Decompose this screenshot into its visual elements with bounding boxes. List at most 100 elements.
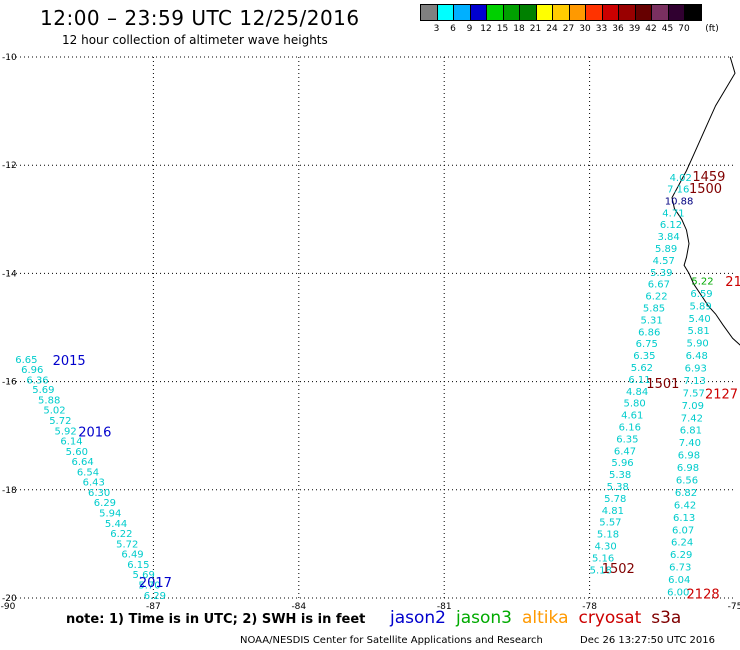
wave-height-value: 6.42: [674, 500, 696, 511]
wave-height-value: 5.57: [599, 518, 621, 529]
wave-height-value: 5.02: [43, 406, 65, 417]
wave-height-value: 5.31: [640, 315, 662, 326]
wave-height-value: 5.44: [105, 519, 127, 530]
wave-height-value: 3.84: [657, 232, 679, 243]
satellite-cryosat: cryosat: [578, 608, 642, 628]
track-time-label: 2126: [725, 275, 740, 290]
track-time-label: 2127: [705, 388, 738, 403]
track-time-label: 1501: [646, 377, 679, 392]
wave-height-value: 6.67: [648, 280, 670, 291]
wave-height-value: 7.42: [681, 413, 703, 424]
wave-height-value: 5.60: [66, 447, 88, 458]
satellite-s3a: s3a: [651, 608, 682, 628]
wave-height-value: 5.18: [597, 530, 619, 541]
wave-height-value: 5.90: [687, 339, 709, 350]
wave-height-value: 7.16: [667, 184, 689, 195]
wave-height-value: 5.18: [590, 565, 612, 576]
wave-height-value: 4.81: [602, 506, 624, 517]
wave-height-value: 5.70: [138, 580, 160, 591]
y-tick-label: -12: [2, 161, 17, 171]
wave-height-value: 6.00: [667, 588, 689, 599]
wave-height-value: 6.54: [77, 467, 99, 478]
legend-label: 70: [678, 24, 690, 34]
wave-height-value: 6.29: [94, 498, 116, 509]
wave-height-value: 5.89: [655, 244, 677, 255]
wave-height-value: 6.98: [677, 463, 699, 474]
wave-height-value: 6.75: [636, 339, 658, 350]
wave-height-value: 6.93: [685, 364, 707, 375]
track-time-label: 2015: [53, 354, 86, 369]
wave-height-value: 6.30: [88, 488, 110, 499]
satellite-jason2: jason2: [390, 608, 446, 628]
coastline: [671, 56, 740, 346]
y-tick-label: -14: [2, 269, 17, 279]
wave-height-value: 4.57: [653, 256, 675, 267]
wave-height-value: 4.30: [594, 542, 616, 553]
wave-height-value: 5.72: [49, 416, 71, 427]
x-tick-label: -87: [146, 602, 161, 612]
wave-height-value: 6.36: [26, 375, 48, 386]
wave-height-value: 6.11: [628, 375, 650, 386]
timestamp-text: Dec 26 13:27:50 UTC 2016: [580, 635, 715, 646]
wave-height-value: 6.12: [660, 220, 682, 231]
y-tick-label: -10: [2, 53, 17, 63]
wave-height-value: 5.16: [592, 553, 614, 564]
wave-height-value: 5.89: [689, 301, 711, 312]
wave-height-value: 6.59: [690, 289, 712, 300]
wave-height-value: 6.22: [110, 529, 132, 540]
y-tick-label: -18: [2, 486, 17, 496]
wave-height-value: 6.15: [127, 560, 149, 571]
wave-height-value: 5.92: [55, 426, 77, 437]
legend-label: 9: [466, 24, 473, 34]
wave-height-value: 6.49: [121, 550, 143, 561]
wave-height-value: 4.61: [621, 411, 643, 422]
track-time-label: 2128: [687, 588, 720, 603]
wave-height-value: 7.09: [682, 401, 704, 412]
wave-height-value: 5.62: [631, 363, 653, 374]
credit-text: NOAA/NESDIS Center for Satellite Applica…: [240, 635, 543, 646]
wave-height-value: 5.80: [624, 399, 646, 410]
wave-height-value: 5.94: [99, 509, 121, 520]
legend-label: 18: [513, 24, 525, 34]
wave-height-value: 5.39: [650, 268, 672, 279]
legend-label: 24: [546, 24, 558, 34]
wave-height-value: 6.35: [633, 351, 655, 362]
wave-height-value: 6.07: [672, 525, 694, 536]
track-time-label: 2017: [139, 576, 172, 591]
wave-height-value: 5.22: [691, 276, 713, 287]
wave-height-value: 5.85: [643, 303, 665, 314]
satellite-legend: jason2 jason3 altika cryosat s3a: [390, 608, 691, 628]
y-tick-label: -16: [2, 378, 17, 388]
y-tick-label: -20: [2, 594, 17, 604]
legend-label: 42: [645, 24, 657, 34]
wave-height-value: 6.35: [616, 434, 638, 445]
page-title: 12:00 – 23:59 UTC 12/25/2016: [40, 6, 360, 30]
x-tick-label: -90: [1, 602, 16, 612]
legend-label: 21: [529, 24, 542, 34]
wave-height-value: 4.02: [670, 173, 692, 184]
wave-height-value: 6.43: [83, 478, 105, 489]
wave-height-value: 5.69: [32, 385, 54, 396]
x-tick-label: -84: [291, 602, 306, 612]
wave-height-value: 5.88: [38, 395, 60, 406]
wave-height-value: 6.48: [686, 351, 708, 362]
wave-height-value: 6.13: [673, 513, 695, 524]
wave-height-value: 5.38: [607, 482, 629, 493]
wave-height-value: 6.29: [144, 591, 166, 602]
wave-height-value: 6.96: [21, 365, 43, 376]
legend-label: 36: [612, 24, 624, 34]
wave-height-value: 7.13: [684, 376, 706, 387]
wave-height-value: 4.71: [662, 208, 684, 219]
x-tick-label: -75: [728, 602, 740, 612]
wave-height-value: 6.82: [675, 488, 697, 499]
wave-height-value: 6.65: [15, 355, 37, 366]
units-note: note: 1) Time is in UTC; 2) SWH is in fe…: [66, 612, 366, 627]
track-time-label: 2016: [78, 425, 111, 440]
page-subtitle: 12 hour collection of altimeter wave hei…: [62, 33, 328, 47]
wave-height-value: 5.81: [688, 326, 710, 337]
legend-label: 45: [661, 24, 674, 34]
wave-height-value: 5.69: [133, 570, 155, 581]
legend-label: 12: [480, 24, 492, 34]
x-tick-label: -78: [582, 602, 597, 612]
